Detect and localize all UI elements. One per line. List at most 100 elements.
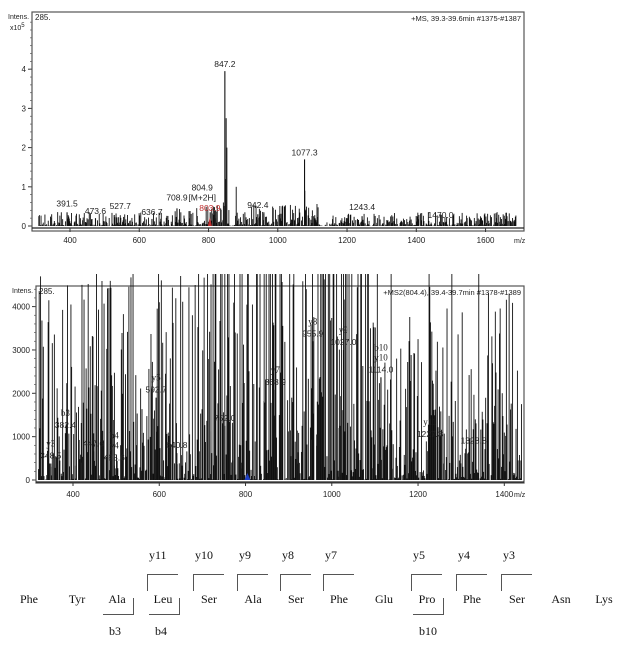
peak-label: 636.7 bbox=[141, 207, 163, 217]
y-ion-bracket bbox=[323, 574, 354, 591]
x-tick-label: 600 bbox=[153, 490, 167, 499]
peak-label: 1077.3 bbox=[292, 147, 318, 157]
peak-label: 955.9 bbox=[302, 328, 324, 338]
peak-label: 592.7 bbox=[145, 385, 167, 395]
x-tick-label: 1600 bbox=[477, 236, 495, 245]
x-tick-label: 1400 bbox=[407, 236, 425, 245]
y-ion-bracket bbox=[193, 574, 224, 591]
y-tick-label: 3 bbox=[22, 104, 27, 113]
ion-label: y9 bbox=[339, 325, 349, 335]
peak-label: 803.9 bbox=[199, 203, 221, 213]
x-tick-label: 600 bbox=[133, 236, 147, 245]
ion-label: y11 bbox=[423, 417, 436, 427]
peak-label: 527.7 bbox=[110, 201, 132, 211]
peak-label: 495.6 bbox=[104, 453, 126, 463]
b-ion-bracket bbox=[413, 598, 444, 615]
peak-label: 1243.4 bbox=[349, 202, 375, 212]
residue-tyr: Tyr bbox=[68, 592, 86, 606]
residue-phe: Phe bbox=[20, 592, 38, 606]
ms1-spectrum-chart: Intens. 285. x105 +MS, 39.3-39.6min #1375-#… bbox=[8, 11, 526, 245]
b-ion-label: b10 bbox=[419, 624, 437, 638]
residue-phe: Phe bbox=[330, 592, 348, 606]
residue-phe: Phe bbox=[463, 592, 481, 606]
peak-label: 447.6 bbox=[83, 438, 105, 448]
peak-label: 382.4 bbox=[55, 420, 77, 430]
y-ion-bracket bbox=[456, 574, 487, 591]
peptide-fragmentation-map: Phe Tyr Ala Leu Ser Ala Ser Phe Glu Pro Phe Ser Asn L… bbox=[0, 540, 627, 648]
y-ion-label: y4 bbox=[458, 548, 470, 562]
y-tick-label: 0 bbox=[22, 222, 27, 231]
x-tick-label: 400 bbox=[66, 490, 80, 499]
b-ion-label: b3 bbox=[109, 624, 121, 638]
y-ion-label: y3 bbox=[503, 548, 515, 562]
y-ion-bracket bbox=[147, 574, 178, 591]
y-tick-label: 2000 bbox=[12, 389, 30, 398]
x-axis-label: m/z bbox=[514, 238, 526, 245]
x-tick-label: 800 bbox=[202, 236, 216, 245]
y-tick-label: 3000 bbox=[12, 346, 30, 355]
y-ion-bracket bbox=[501, 574, 532, 591]
y-tick-label: 4 bbox=[22, 65, 27, 74]
ion-label: y5 bbox=[152, 373, 162, 383]
x-tick-label: 800 bbox=[239, 490, 253, 499]
peak-label: 708.9 bbox=[166, 192, 188, 202]
y-ion-bracket bbox=[280, 574, 311, 591]
peak-label: 1227.3 bbox=[417, 429, 443, 439]
peak-label: 640.8 bbox=[166, 440, 188, 450]
residue-asn: Asn bbox=[551, 592, 571, 606]
residue-ser: Ser bbox=[201, 592, 217, 606]
b-ion-bracket bbox=[149, 598, 180, 615]
ion-label: b3 bbox=[61, 408, 71, 418]
peak-label: 1470.0 bbox=[428, 210, 454, 220]
peak-label: 391.5 bbox=[56, 198, 78, 208]
ion-label: y3 bbox=[46, 439, 56, 449]
y-ion-bracket bbox=[237, 574, 268, 591]
charge-state-annotation: [M+2H] bbox=[188, 192, 216, 202]
peak-label: 752.0 bbox=[214, 413, 236, 423]
x-tick-label: 1400 bbox=[495, 490, 513, 499]
x-tick-label: 1200 bbox=[338, 236, 356, 245]
spectrum-title: +MS, 39.3-39.6min #1375-#1387 bbox=[411, 14, 521, 23]
residue-leu: Leu bbox=[153, 592, 173, 606]
y-axis-label: Intens. bbox=[8, 14, 29, 21]
residue-lys: Lys bbox=[595, 592, 613, 606]
x-tick-label: 400 bbox=[63, 236, 77, 245]
y-ion-label: y10 bbox=[195, 548, 213, 562]
peak-label: 348.5 bbox=[40, 451, 62, 461]
ms2-spectrum-chart: Intens. 285. +MS2(804.4), 39.4-39.7min #13… bbox=[12, 274, 526, 499]
residue-ser: Ser bbox=[288, 592, 304, 606]
y-ion-label: y9 bbox=[239, 548, 251, 562]
y-ion-label: y5 bbox=[413, 548, 425, 562]
ion-label: y7 bbox=[271, 365, 281, 375]
x-tick-label: 1000 bbox=[323, 490, 341, 499]
peak-label: 942.4 bbox=[247, 200, 269, 210]
peak-label: 473.6 bbox=[85, 206, 107, 216]
ion-label: y10 bbox=[374, 352, 388, 362]
y-ion-bracket bbox=[411, 574, 442, 591]
x-tick-label: 1000 bbox=[269, 236, 287, 245]
corner-value: 285. bbox=[39, 287, 55, 296]
precursor-marker-icon bbox=[244, 473, 251, 480]
plot-frame bbox=[31, 11, 525, 232]
y-tick-label: 0 bbox=[26, 476, 31, 485]
peak-label: 1027.0 bbox=[330, 337, 356, 347]
residue-ser: Ser bbox=[509, 592, 525, 606]
y-tick-label: 2 bbox=[22, 144, 27, 153]
residue-pro: Pro bbox=[418, 592, 436, 606]
corner-value: 285. bbox=[35, 13, 51, 22]
ion-label: b10 bbox=[374, 342, 388, 352]
ion-label: b4 bbox=[110, 431, 120, 441]
residue-ala: Ala bbox=[244, 592, 262, 606]
peak-label: 1114.0 bbox=[369, 364, 394, 374]
x-tick-label: 1200 bbox=[409, 490, 427, 499]
b-ion-label: b4 bbox=[155, 624, 167, 638]
y-ion-label: y8 bbox=[282, 548, 294, 562]
b-ion-bracket bbox=[103, 598, 134, 615]
y-axis-label: Intens. bbox=[12, 288, 33, 295]
y-scale-label: x105 bbox=[10, 23, 25, 32]
y-tick-label: 1000 bbox=[12, 433, 30, 442]
peak-label: 1328.8 bbox=[461, 435, 487, 445]
y-ion-label: y7 bbox=[325, 548, 337, 562]
ion-label: y4 bbox=[110, 441, 120, 451]
peak-label: 804.9 bbox=[192, 182, 214, 192]
